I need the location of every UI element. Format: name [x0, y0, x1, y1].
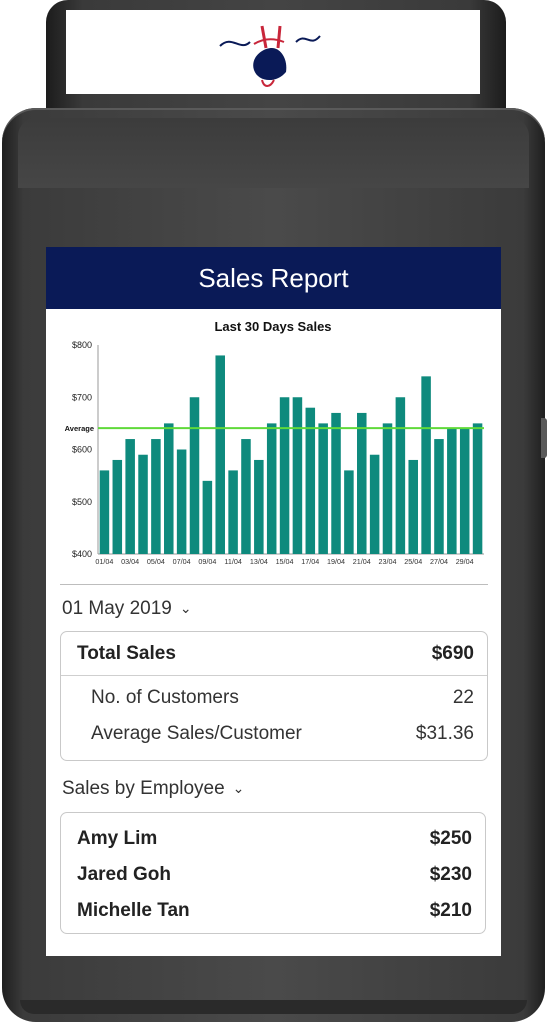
x-tick-label: 11/04 [224, 557, 241, 566]
total-sales-label: Total Sales [77, 642, 176, 664]
chart-bar [151, 439, 161, 554]
chart-bar [254, 459, 264, 554]
chart-bar [125, 439, 135, 554]
employee-row: Michelle Tan $210 [61, 893, 485, 929]
employee-sales: $230 [429, 864, 472, 885]
total-sales-row: Total Sales $690 [61, 632, 487, 676]
chart-bar [112, 459, 123, 554]
employee-row: Amy Lim $250 [61, 821, 485, 857]
sales-chart: Last 30 Days Sales $400 $500 $600 $700 $800 01… [65, 319, 484, 566]
chart-bar [266, 423, 277, 555]
brand-logo [219, 25, 321, 87]
chart-title: Last 30 Days Sales [214, 319, 331, 334]
chart-bar [447, 428, 457, 554]
y-tick-label: $800 [72, 340, 92, 350]
chevron-down-icon: ⌄ [232, 779, 245, 796]
chart-bar [292, 397, 303, 554]
avg-sales-label: Average Sales/Customer [91, 723, 302, 744]
x-tick-label: 01/04 [95, 557, 113, 566]
chart-bar [99, 470, 110, 554]
x-tick-label: 15/04 [276, 557, 294, 566]
customers-value: 22 [452, 687, 474, 708]
total-sales-value: $690 [431, 642, 474, 664]
chart-bar [408, 459, 418, 554]
avg-sales-value: $31.36 [415, 723, 474, 744]
chart-bar [434, 439, 444, 554]
chart-bar [357, 412, 367, 554]
chart-bar [189, 397, 200, 554]
header-bar: Sales Report [46, 247, 501, 309]
chart-bar [369, 454, 380, 554]
device-base [20, 1000, 527, 1014]
employee-name: Amy Lim [77, 828, 158, 849]
power-button[interactable] [541, 418, 547, 458]
employee-card: Amy Lim $250 Jared Goh $230 Michelle Tan… [60, 812, 486, 934]
avg-sales-row: Average Sales/Customer $31.36 [61, 716, 487, 752]
chart-bar [202, 480, 213, 554]
x-tick-label: 25/04 [404, 557, 422, 566]
chevron-down-icon: ⌄ [179, 599, 192, 616]
employee-selector-label: Sales by Employee [62, 778, 225, 799]
x-tick-label: 05/04 [147, 557, 165, 566]
device-ridge [18, 118, 529, 188]
chart-bar [318, 423, 328, 555]
chart-bar [331, 412, 341, 554]
y-tick-label: $500 [72, 497, 92, 507]
x-tick-label: 19/04 [327, 557, 345, 566]
x-tick-label: 07/04 [173, 557, 191, 566]
employee-name: Michelle Tan [77, 900, 190, 921]
customers-row: No. of Customers 22 [61, 680, 487, 716]
x-tick-label: 09/04 [198, 557, 216, 566]
employee-sales: $210 [429, 900, 472, 921]
chart-bar [344, 470, 354, 554]
chart-bar [176, 449, 187, 554]
x-tick-label: 29/04 [456, 557, 474, 566]
pos-screen: Sales Report Last 30 Days Sales $400 $500 $… [46, 247, 501, 956]
x-tick-label: 21/04 [353, 557, 371, 566]
chart-bar [421, 376, 431, 554]
y-tick-label: $400 [72, 549, 92, 559]
chart-bar [472, 423, 483, 555]
chart-bar [459, 428, 470, 554]
y-tick-label: $700 [72, 392, 92, 402]
x-tick-label: 23/04 [379, 557, 397, 566]
average-label: Average [65, 424, 94, 433]
employee-row: Jared Goh $230 [61, 857, 485, 893]
x-tick-label: 27/04 [430, 557, 448, 566]
employee-sales: $250 [429, 828, 472, 849]
summary-card: Total Sales $690 No. of Customers 22 Ave… [60, 631, 488, 761]
divider [60, 584, 488, 585]
employee-selector[interactable]: Sales by Employee ⌄ [62, 776, 244, 802]
employee-name: Jared Goh [77, 864, 171, 885]
chart-bar [138, 454, 148, 554]
selected-date: 01 May 2019 [62, 598, 172, 619]
chart-bar [382, 423, 393, 555]
chart-bar [164, 423, 174, 555]
chart-bar [241, 439, 251, 554]
page-title: Sales Report [198, 262, 349, 293]
chart-bar [279, 397, 290, 554]
chart-bar [228, 470, 238, 554]
x-tick-label: 17/04 [301, 557, 319, 566]
y-tick-label: $600 [72, 445, 92, 455]
customers-label: No. of Customers [91, 687, 239, 708]
date-selector[interactable]: 01 May 2019 ⌄ [62, 596, 192, 622]
chart-bar [215, 355, 225, 554]
x-tick-label: 03/04 [121, 557, 139, 566]
chart-bar [305, 407, 316, 554]
x-tick-label: 13/04 [250, 557, 268, 566]
chart-bar [395, 397, 406, 554]
